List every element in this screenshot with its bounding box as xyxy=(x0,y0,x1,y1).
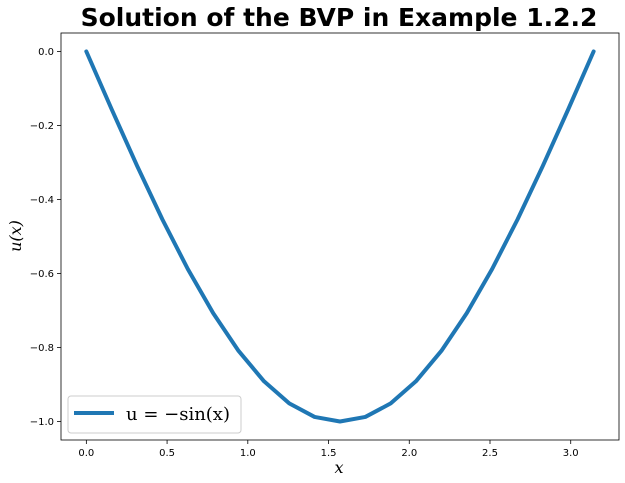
y-axis-ticks: 0.0 −0.2 −0.4 −0.6 −0.8 −1.0 xyxy=(30,47,61,428)
y-tick-label: −0.6 xyxy=(30,269,54,280)
y-tick-label: −0.4 xyxy=(30,195,54,206)
y-tick-label: −0.2 xyxy=(30,121,54,132)
x-tick-label: 2.0 xyxy=(401,448,417,459)
x-tick-label: 0.5 xyxy=(159,448,175,459)
x-tick-label: 3.0 xyxy=(563,448,579,459)
legend: u = −sin(x) xyxy=(67,395,242,434)
axes-frame xyxy=(60,32,620,441)
legend-entry-label: u = −sin(x) xyxy=(126,404,230,425)
x-axis-ticks: 0.0 0.5 1.0 1.5 2.0 2.5 3.0 xyxy=(78,440,579,459)
x-tick-label: 0.0 xyxy=(78,448,94,459)
series-line-u xyxy=(84,49,596,424)
y-tick-label: 0.0 xyxy=(38,47,54,58)
x-axis-label: x xyxy=(334,458,343,477)
x-tick-label: 1.5 xyxy=(321,448,337,459)
chart-title: Solution of the BVP in Example 1.2.2 xyxy=(81,3,598,32)
legend-box xyxy=(67,395,242,434)
x-tick-label: 1.0 xyxy=(240,448,256,459)
y-axis-label: u(x) xyxy=(6,220,25,252)
y-tick-label: −0.8 xyxy=(30,343,54,354)
y-tick-label: −1.0 xyxy=(30,417,54,428)
x-tick-label: 2.5 xyxy=(482,448,498,459)
plot-area: 0.0 0.5 1.0 1.5 2.0 2.5 3.0 0.0 −0.2 −0.4 −0.6 −0.… xyxy=(30,32,620,459)
